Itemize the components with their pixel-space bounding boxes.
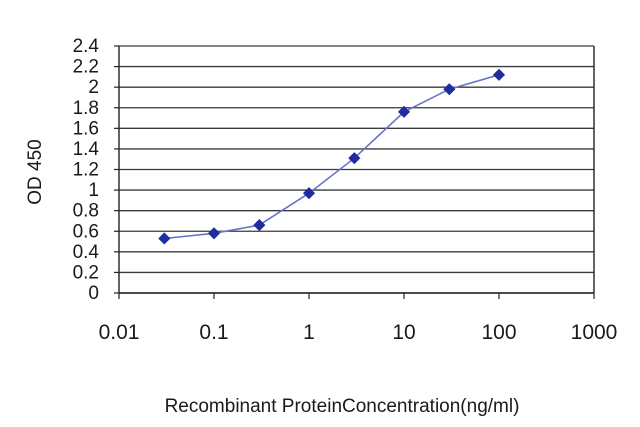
- x-tick-label: 10: [392, 321, 415, 344]
- data-point-marker: [302, 187, 316, 200]
- data-point-marker: [207, 227, 221, 240]
- grid-lines: [119, 45, 594, 294]
- y-tick-label: 0: [88, 283, 99, 304]
- y-tick-label: 2: [88, 77, 99, 98]
- x-tick-label: 0.01: [99, 321, 140, 344]
- y-tick-label: 0.4: [73, 242, 100, 263]
- y-tick-label: 1.8: [73, 98, 99, 119]
- data-series: [158, 68, 506, 245]
- x-tick-label: 1: [303, 321, 315, 344]
- x-tick-label: 1000: [571, 321, 618, 344]
- y-axis-label: OD 450: [25, 139, 46, 204]
- x-tick-label: 100: [481, 321, 516, 344]
- y-tick-label: 2.4: [73, 36, 100, 57]
- axes: [114, 45, 595, 299]
- y-tick-labels: 00.20.40.60.811.21.41.61.822.22.4: [73, 36, 100, 304]
- x-axis-label: Recombinant ProteinConcentration(ng/ml): [165, 396, 520, 417]
- x-tick-labels: 0.01 0.1 1 10 100 1000: [99, 321, 618, 344]
- y-tick-label: 2.2: [73, 57, 99, 78]
- y-tick-label: 1.2: [73, 160, 99, 181]
- y-tick-label: 0.8: [73, 201, 99, 222]
- data-point-marker: [397, 105, 411, 118]
- y-tick-label: 0.6: [73, 221, 99, 242]
- data-point-marker: [492, 68, 506, 81]
- y-tick-label: 1.4: [73, 139, 100, 160]
- data-point-marker: [443, 83, 456, 96]
- data-point-marker: [348, 152, 361, 165]
- y-tick-label: 0.2: [73, 262, 99, 283]
- series-line: [164, 74, 500, 240]
- y-tick-label: 1.6: [73, 118, 99, 139]
- data-point-marker: [158, 232, 171, 245]
- x-tick-label: 0.1: [199, 321, 228, 344]
- data-point-marker: [253, 219, 266, 232]
- y-tick-label: 1: [88, 180, 99, 201]
